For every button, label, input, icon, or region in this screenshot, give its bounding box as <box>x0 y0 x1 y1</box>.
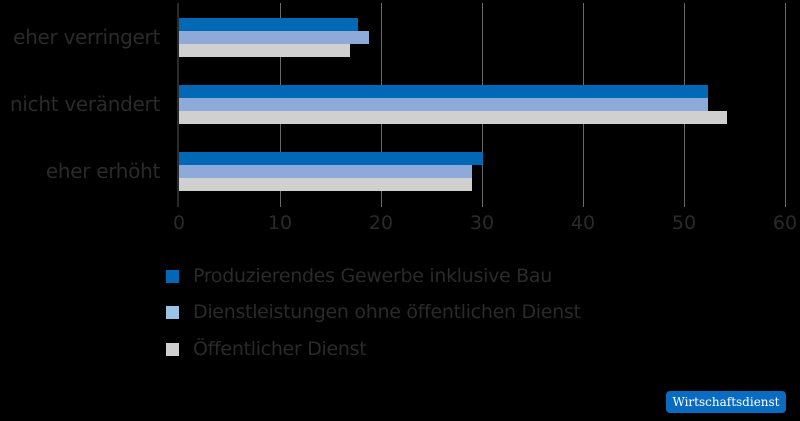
legend-item-dienstleistungen: Dienstleistungen ohne öffentlichen Diens… <box>166 301 581 323</box>
bar <box>179 165 472 178</box>
legend-item-produzierendes-gewerbe: Produzierendes Gewerbe inklusive Bau <box>166 265 552 287</box>
category-label-nicht-veraendert: nicht verändert <box>10 92 160 116</box>
x-tick-label: 50 <box>671 212 697 234</box>
bar <box>179 85 709 98</box>
legend-swatch <box>166 305 179 319</box>
legend-swatch <box>166 342 179 356</box>
bar <box>179 44 350 57</box>
y-axis-line <box>177 3 179 207</box>
bar <box>179 98 709 111</box>
bar <box>179 178 472 191</box>
x-tick-label: 0 <box>172 212 186 234</box>
bar <box>179 31 369 44</box>
legend-label: Öffentlicher Dienst <box>193 338 367 360</box>
legend-label: Dienstleistungen ohne öffentlichen Diens… <box>193 301 581 323</box>
legend-label: Produzierendes Gewerbe inklusive Bau <box>193 265 552 287</box>
bar <box>179 18 358 31</box>
category-label-eher-verringert: eher verringert <box>13 25 160 49</box>
x-tick-label: 20 <box>368 212 394 234</box>
x-tick-label: 30 <box>469 212 495 234</box>
gridline <box>785 3 786 207</box>
source-badge: Wirtschaftsdienst <box>666 391 786 413</box>
x-tick-label: 60 <box>772 212 798 234</box>
bar <box>179 152 483 165</box>
x-tick-label: 40 <box>570 212 596 234</box>
legend-swatch <box>166 269 179 283</box>
bar <box>179 111 728 124</box>
category-label-eher-erhoeht: eher erhöht <box>45 159 160 183</box>
legend-item-oeffentlicher-dienst: Öffentlicher Dienst <box>166 338 367 360</box>
x-tick-label: 10 <box>267 212 293 234</box>
